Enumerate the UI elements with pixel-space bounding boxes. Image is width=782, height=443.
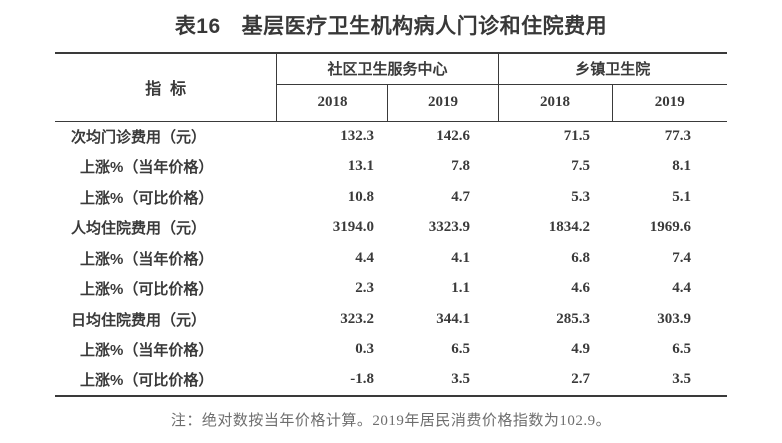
indicator-cell: 上涨%（当年价格） [79,342,214,360]
indicator-cell: 上涨%（可比价格） [79,189,214,207]
value-cell: 4.1 [451,249,470,266]
header-group-row: 指 标 社区卫生服务中心 乡镇卫生院 [54,53,728,122]
value-cell: 285.3 [556,310,590,327]
value-cell: 7.4 [672,249,692,266]
value-cell: 4.4 [672,280,692,297]
table-row: 上涨%（可比价格） 10.8 4.7 5.3 5.1 [55,182,727,213]
table-title-text: 基层医疗卫生机构病人门诊和住院费用 [241,15,608,38]
table-body: 次均门诊费用（元） 132.3 142.6 71.5 77.3 上涨%（当年价格… [55,121,727,396]
table-row: 人均住院费用（元） 3194.0 3323.9 1834.2 1969.6 [55,213,727,244]
value-cell: 2.7 [571,371,590,388]
indicator-cell: 日均住院费用（元） [70,311,206,329]
header-group-community: 社区卫生服务中心 [276,53,499,85]
header-group-township: 乡镇卫生院 [498,53,728,85]
header-year-2018-township: 2018 [498,84,613,122]
table-row: 上涨%（当年价格） 13.1 7.8 7.5 8.1 [55,152,727,183]
value-cell: 1834.2 [548,219,590,236]
table-row: 上涨%（可比价格） 2.3 1.1 4.6 4.4 [55,274,727,305]
value-cell: 3.5 [672,371,692,388]
value-cell: 3323.9 [428,219,470,236]
value-cell: 3194.0 [332,219,374,236]
table-row: 上涨%（可比价格） -1.8 3.5 2.7 3.5 [55,365,727,396]
indicator-cell: 次均门诊费用（元） [70,129,206,146]
value-cell: 13.1 [347,158,374,175]
indicator-cell: 上涨%（可比价格） [79,372,214,390]
value-cell: 7.8 [451,158,470,175]
value-cell: 5.1 [672,188,692,205]
value-cell: 4.6 [571,280,590,297]
value-cell: 4.7 [451,188,470,205]
table-header: 指 标 社区卫生服务中心 乡镇卫生院 2018 2019 2018 2019 [54,53,728,122]
header-year-2019-township: 2019 [612,84,728,122]
table-title: 表16 基层医疗卫生机构病人门诊和住院费用 [0,0,782,40]
value-cell: 7.5 [571,158,590,175]
indicator-cell: 上涨%（当年价格） [79,159,214,177]
value-cell: 3.5 [451,371,470,388]
indicator-cell: 上涨%（当年价格） [79,250,214,268]
value-cell: 6.5 [451,341,470,358]
header-year-2019-community: 2019 [387,84,499,122]
value-cell: 303.9 [657,310,692,327]
statistics-table: 指 标 社区卫生服务中心 乡镇卫生院 2018 2019 2018 2019 次… [54,52,728,397]
value-cell: 10.8 [347,188,374,205]
header-year-row: 2018 2019 2018 2019 [55,84,728,122]
value-cell: 2.3 [355,280,374,297]
value-cell: 6.5 [672,341,692,358]
value-cell: 4.9 [571,341,590,358]
header-indicator: 指 标 [54,53,278,122]
value-cell: 77.3 [664,128,692,144]
value-cell: 344.1 [436,310,470,327]
value-cell: -1.8 [350,371,374,388]
value-cell: 1969.6 [649,219,692,236]
indicator-cell: 上涨%（可比价格） [79,281,214,299]
table-row: 次均门诊费用（元） 132.3 142.6 71.5 77.3 [55,121,727,152]
header-year-2018-community: 2018 [276,84,389,122]
value-cell: 142.6 [436,128,470,144]
value-cell: 1.1 [451,280,470,297]
value-cell: 323.2 [340,310,374,327]
table-row: 上涨%（当年价格） 0.3 6.5 4.9 6.5 [55,335,727,366]
value-cell: 6.8 [571,249,590,266]
table-number: 表16 [174,15,221,38]
value-cell: 4.4 [355,249,374,266]
value-cell: 71.5 [563,128,590,144]
value-cell: 5.3 [571,188,590,205]
value-cell: 132.3 [340,128,374,144]
value-cell: 0.3 [355,341,374,358]
value-cell: 8.1 [672,158,692,175]
table-row: 日均住院费用（元） 323.2 344.1 285.3 303.9 [55,304,727,335]
table-row: 上涨%（当年价格） 4.4 4.1 6.8 7.4 [55,243,727,274]
footnote: 注：绝对数按当年价格计算。2019年居民消费价格指数为102.9。 [170,412,612,429]
indicator-cell: 人均住院费用（元） [70,220,206,238]
